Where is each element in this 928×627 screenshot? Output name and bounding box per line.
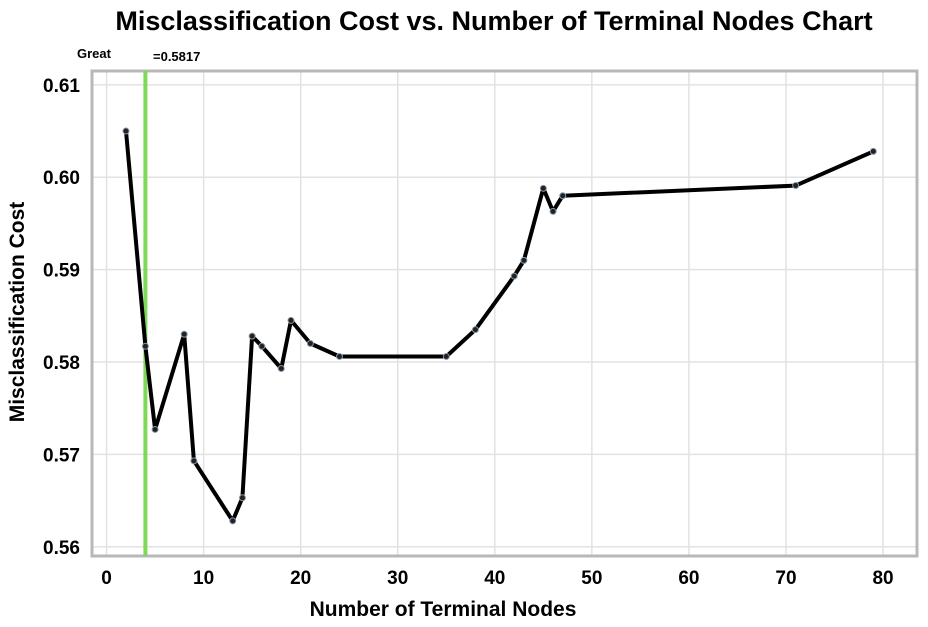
data-point	[229, 517, 237, 525]
data-point	[151, 425, 159, 433]
data-point	[336, 352, 343, 360]
data-point	[277, 364, 285, 372]
data-point	[180, 330, 188, 338]
x-tick-label: 20	[290, 568, 311, 589]
series-line	[124, 129, 876, 523]
x-axis-title: Number of Terminal Nodes	[310, 598, 577, 621]
y-tick-label: 0.57	[43, 445, 80, 466]
x-tick-label: 40	[484, 568, 505, 589]
x-tick-label: 0	[101, 568, 112, 589]
data-point	[510, 272, 518, 280]
y-axis-title: Misclassification Cost	[6, 202, 29, 423]
data-point	[122, 127, 130, 135]
data-point	[442, 352, 450, 360]
plot-frame	[90, 69, 919, 558]
x-tick-label: 30	[387, 568, 408, 589]
x-tick-label: 70	[775, 568, 796, 589]
data-point	[520, 256, 528, 264]
data-point	[539, 184, 547, 192]
data-point	[258, 342, 266, 350]
data-point	[306, 340, 314, 348]
data-point	[287, 316, 295, 324]
series	[122, 127, 877, 525]
y-tick-label: 0.56	[43, 538, 80, 559]
chart-title: Misclassification Cost vs. Number of Ter…	[115, 6, 872, 36]
y-tick-label: 0.58	[43, 353, 80, 374]
data-point	[869, 147, 877, 155]
y-tick-label: 0.59	[43, 261, 80, 282]
data-point	[190, 457, 198, 465]
data-point	[559, 192, 567, 200]
x-tick-label: 80	[872, 568, 893, 589]
axis-ticks: 0 10 20 30 40 50 60 70 80 0.56 0.57 0.58 0.59 0.60 0.6…	[43, 76, 894, 589]
grid	[92, 71, 917, 556]
x-tick-label: 10	[193, 568, 214, 589]
data-point	[248, 332, 256, 340]
marker-label-left: Great	[77, 46, 112, 61]
data-point	[141, 342, 149, 350]
x-tick-label: 50	[581, 568, 602, 589]
y-tick-label: 0.60	[43, 168, 80, 189]
y-tick-label: 0.61	[43, 76, 80, 97]
data-point	[238, 494, 246, 502]
data-point	[471, 326, 479, 334]
data-point	[792, 182, 800, 190]
data-point	[549, 207, 557, 215]
marker-label-right: =0.5817	[153, 49, 200, 64]
x-tick-label: 60	[678, 568, 699, 589]
